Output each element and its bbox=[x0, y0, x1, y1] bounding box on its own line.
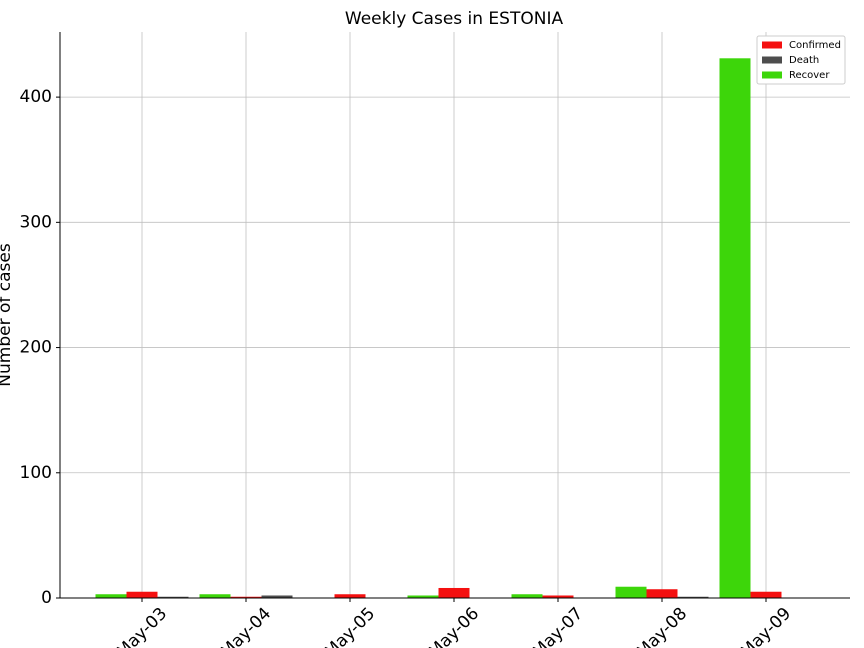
legend-label: Death bbox=[789, 55, 819, 66]
legend-label: Recover bbox=[789, 70, 830, 81]
legend-label: Confirmed bbox=[789, 40, 841, 51]
chart-title: Weekly Cases in ESTONIA bbox=[345, 9, 564, 29]
x-tick-label: May-03 bbox=[113, 604, 171, 648]
bar bbox=[511, 594, 543, 598]
legend-swatch bbox=[762, 56, 782, 64]
bar bbox=[646, 589, 678, 598]
bar bbox=[126, 591, 158, 598]
x-tick-label: May-06 bbox=[425, 604, 483, 648]
y-axis-label: Number of cases bbox=[0, 243, 15, 387]
y-tick-label: 0 bbox=[41, 588, 52, 608]
x-tick-label: May-05 bbox=[321, 604, 379, 648]
bar bbox=[230, 596, 262, 598]
y-tick-label: 200 bbox=[20, 338, 52, 358]
x-tick-label: May-07 bbox=[529, 604, 587, 648]
x-tick-label: May-08 bbox=[633, 604, 691, 648]
y-tick-label: 300 bbox=[20, 212, 52, 232]
bar bbox=[199, 594, 231, 598]
bar bbox=[407, 595, 439, 598]
bar bbox=[261, 595, 293, 598]
legend-swatch bbox=[762, 41, 782, 49]
bar bbox=[615, 586, 647, 598]
bar bbox=[750, 591, 782, 598]
x-tick-label: May-04 bbox=[217, 604, 275, 648]
y-tick-label: 100 bbox=[20, 463, 52, 483]
bar bbox=[677, 596, 709, 598]
bar bbox=[157, 596, 189, 598]
bar bbox=[438, 587, 470, 598]
bar bbox=[719, 58, 751, 599]
legend-swatch bbox=[762, 71, 782, 79]
bar bbox=[542, 595, 574, 598]
bar bbox=[334, 594, 366, 598]
x-tick-label: May-09 bbox=[737, 604, 795, 648]
y-tick-label: 400 bbox=[20, 87, 52, 107]
bar bbox=[95, 594, 127, 598]
